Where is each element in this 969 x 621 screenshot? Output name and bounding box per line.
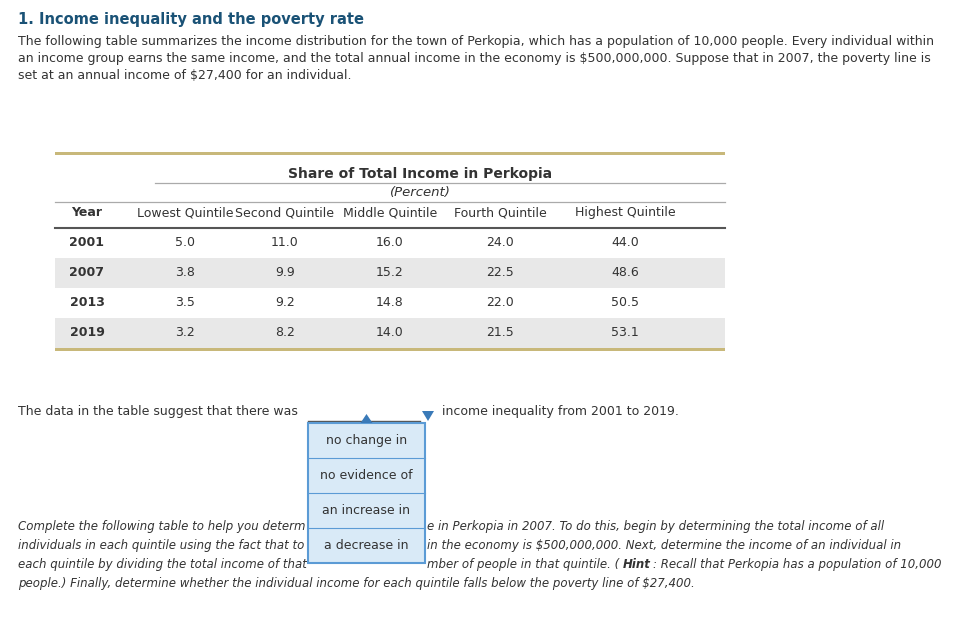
Text: set at an annual income of $27,400 for an individual.: set at an annual income of $27,400 for a… bbox=[18, 69, 351, 82]
Text: 9.2: 9.2 bbox=[275, 296, 295, 309]
Text: income inequality from 2001 to 2019.: income inequality from 2001 to 2019. bbox=[438, 405, 678, 418]
Text: an income group earns the same income, and the total annual income in the econom: an income group earns the same income, a… bbox=[18, 52, 930, 65]
Text: 16.0: 16.0 bbox=[376, 237, 403, 250]
Text: (Percent): (Percent) bbox=[390, 186, 450, 199]
Text: 15.2: 15.2 bbox=[376, 266, 403, 279]
Polygon shape bbox=[422, 411, 433, 421]
Text: no change in: no change in bbox=[326, 434, 407, 447]
Text: 5.0: 5.0 bbox=[174, 237, 195, 250]
Text: Second Quintile: Second Quintile bbox=[235, 206, 334, 219]
Text: 21.5: 21.5 bbox=[485, 327, 514, 340]
Text: in the economy is $500,000,000. Next, determine the income of an individual in: in the economy is $500,000,000. Next, de… bbox=[426, 539, 900, 552]
Text: 9.9: 9.9 bbox=[275, 266, 295, 279]
Text: e in Perkopia in 2007. To do this, begin by determining the total income of all: e in Perkopia in 2007. To do this, begin… bbox=[426, 520, 883, 533]
Text: each quintile by dividing the total income of that: each quintile by dividing the total inco… bbox=[18, 558, 306, 571]
Text: 14.0: 14.0 bbox=[376, 327, 403, 340]
Text: individuals in each quintile using the fact that to: individuals in each quintile using the f… bbox=[18, 539, 304, 552]
Text: Complete the following table to help you determ: Complete the following table to help you… bbox=[18, 520, 305, 533]
Text: Hint: Hint bbox=[622, 558, 650, 571]
Bar bbox=[55, 348, 724, 351]
Text: an increase in: an increase in bbox=[322, 504, 410, 517]
Bar bbox=[55, 152, 724, 155]
Text: : Recall that Perkopia has a population of 10,000: : Recall that Perkopia has a population … bbox=[652, 558, 941, 571]
Text: 2013: 2013 bbox=[70, 296, 105, 309]
Text: no evidence of: no evidence of bbox=[320, 469, 413, 482]
Text: 22.5: 22.5 bbox=[485, 266, 514, 279]
Text: 53.1: 53.1 bbox=[610, 327, 639, 340]
Text: The data in the table suggest that there was: The data in the table suggest that there… bbox=[18, 405, 297, 418]
Text: 50.5: 50.5 bbox=[610, 296, 639, 309]
Text: Share of Total Income in Perkopia: Share of Total Income in Perkopia bbox=[288, 167, 551, 181]
Text: 2001: 2001 bbox=[70, 237, 105, 250]
Text: 11.0: 11.0 bbox=[271, 237, 298, 250]
Text: 24.0: 24.0 bbox=[485, 237, 514, 250]
Text: 22.0: 22.0 bbox=[485, 296, 514, 309]
Text: people.) Finally, determine whether the individual income for each quintile fall: people.) Finally, determine whether the … bbox=[18, 577, 694, 590]
Text: 8.2: 8.2 bbox=[275, 327, 295, 340]
Text: Fourth Quintile: Fourth Quintile bbox=[453, 206, 546, 219]
Text: 2019: 2019 bbox=[70, 327, 105, 340]
Text: 44.0: 44.0 bbox=[610, 237, 639, 250]
Text: 1. Income inequality and the poverty rate: 1. Income inequality and the poverty rat… bbox=[18, 12, 363, 27]
Text: Middle Quintile: Middle Quintile bbox=[342, 206, 437, 219]
Text: Lowest Quintile: Lowest Quintile bbox=[137, 206, 233, 219]
Text: 2007: 2007 bbox=[70, 266, 105, 279]
Text: mber of people in that quintile. (: mber of people in that quintile. ( bbox=[426, 558, 618, 571]
Text: Year: Year bbox=[72, 206, 103, 219]
Text: a decrease in: a decrease in bbox=[324, 539, 408, 552]
Text: The following table summarizes the income distribution for the town of Perkopia,: The following table summarizes the incom… bbox=[18, 35, 933, 48]
Bar bbox=[55, 258, 724, 288]
Text: 14.8: 14.8 bbox=[376, 296, 403, 309]
Bar bbox=[55, 318, 724, 348]
Polygon shape bbox=[360, 414, 372, 423]
Text: Highest Quintile: Highest Quintile bbox=[574, 206, 674, 219]
Text: 3.8: 3.8 bbox=[174, 266, 195, 279]
Bar bbox=[308, 423, 424, 563]
Text: 48.6: 48.6 bbox=[610, 266, 639, 279]
Text: 3.2: 3.2 bbox=[175, 327, 195, 340]
Text: 3.5: 3.5 bbox=[174, 296, 195, 309]
